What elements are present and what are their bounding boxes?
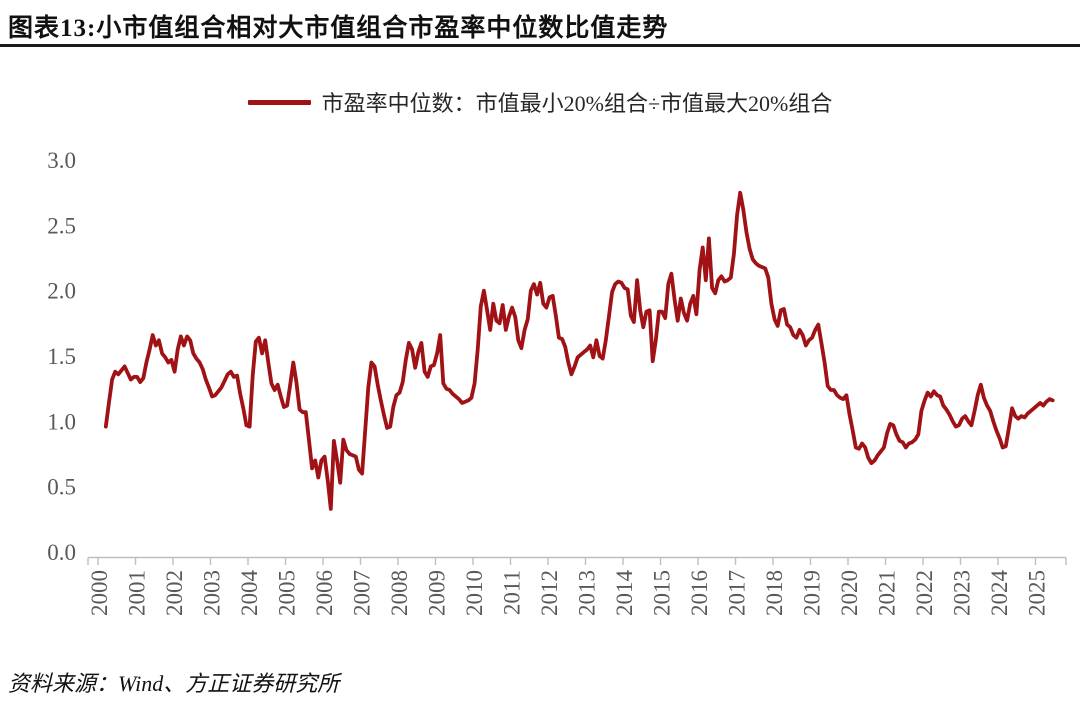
x-axis-tick-label: 2001 (125, 570, 150, 616)
legend-line-swatch (247, 99, 311, 105)
x-axis-tick-label: 2005 (275, 570, 300, 616)
x-axis-tick-label: 2003 (200, 570, 225, 616)
source-note: 资料来源：Wind、方正证券研究所 (8, 671, 340, 696)
x-axis-tick-label: 2011 (500, 570, 525, 615)
x-axis-tick-label: 2018 (762, 570, 787, 616)
y-axis-tick-label: 0.0 (47, 540, 76, 565)
legend-label: 市盈率中位数：市值最小20%组合÷市值最大20%组合 (321, 91, 833, 116)
x-axis-tick-label: 2024 (987, 570, 1012, 617)
legend: 市盈率中位数：市值最小20%组合÷市值最大20%组合 (0, 86, 1080, 118)
pe-ratio-series-line (103, 190, 1055, 511)
x-axis-tick-label: 2002 (162, 570, 187, 616)
y-axis-tick-label: 3.0 (47, 148, 76, 173)
y-axis-tick-label: 2.5 (47, 213, 76, 238)
x-axis-tick-label: 2009 (425, 570, 450, 616)
x-axis-tick-label: 2014 (612, 570, 637, 617)
x-axis-tick-label: 2010 (462, 570, 487, 616)
x-axis-tick-label: 2017 (725, 570, 750, 616)
x-axis-tick-label: 2000 (87, 570, 112, 616)
x-axis-tick-label: 2004 (237, 570, 262, 617)
x-axis-tick-label: 2008 (387, 570, 412, 616)
x-axis-tick-label: 2012 (537, 570, 562, 616)
x-axis-tick-label: 2020 (837, 570, 862, 616)
chart-title: 图表13:小市值组合相对大市值组合市盈率中位数比值走势 (8, 15, 669, 42)
title-divider (0, 44, 1080, 47)
y-axis-tick-label: 1.0 (47, 409, 76, 434)
y-axis-tick-label: 2.0 (47, 279, 76, 304)
x-axis-tick-label: 2019 (800, 570, 825, 616)
x-axis-tick-label: 2021 (875, 570, 900, 616)
x-axis-tick-label: 2007 (350, 570, 375, 616)
x-axis-tick-label: 2006 (312, 570, 337, 616)
y-axis-tick-label: 1.5 (47, 344, 76, 369)
x-axis-tick-label: 2016 (687, 570, 712, 616)
x-axis-tick-label: 2022 (912, 570, 937, 616)
x-axis-tick-label: 2025 (1025, 570, 1050, 616)
y-axis-tick-label: 0.5 (47, 475, 76, 500)
x-axis-tick-label: 2013 (575, 570, 600, 616)
x-axis-tick-label: 2023 (950, 570, 975, 616)
x-axis-tick-label: 2015 (650, 570, 675, 616)
